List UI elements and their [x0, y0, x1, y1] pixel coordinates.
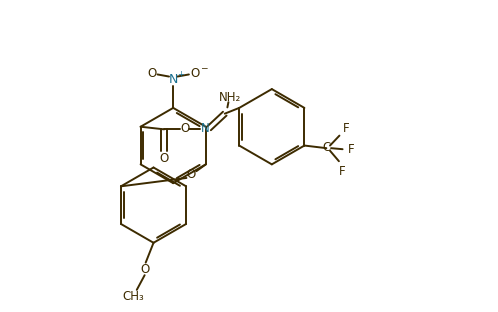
Text: NH₂: NH₂ — [219, 91, 241, 105]
Text: F: F — [339, 165, 346, 178]
Text: C: C — [323, 141, 331, 154]
Text: O: O — [159, 152, 169, 165]
Text: N: N — [168, 73, 178, 86]
Text: CH₃: CH₃ — [123, 290, 144, 303]
Text: +: + — [177, 70, 184, 79]
Text: N: N — [201, 122, 209, 135]
Text: O: O — [190, 67, 199, 80]
Text: F: F — [348, 143, 355, 156]
Text: O: O — [186, 168, 195, 181]
Text: F: F — [343, 122, 349, 135]
Text: −: − — [200, 64, 208, 73]
Text: O: O — [140, 263, 149, 276]
Text: O: O — [147, 67, 156, 80]
Text: O: O — [180, 122, 189, 135]
